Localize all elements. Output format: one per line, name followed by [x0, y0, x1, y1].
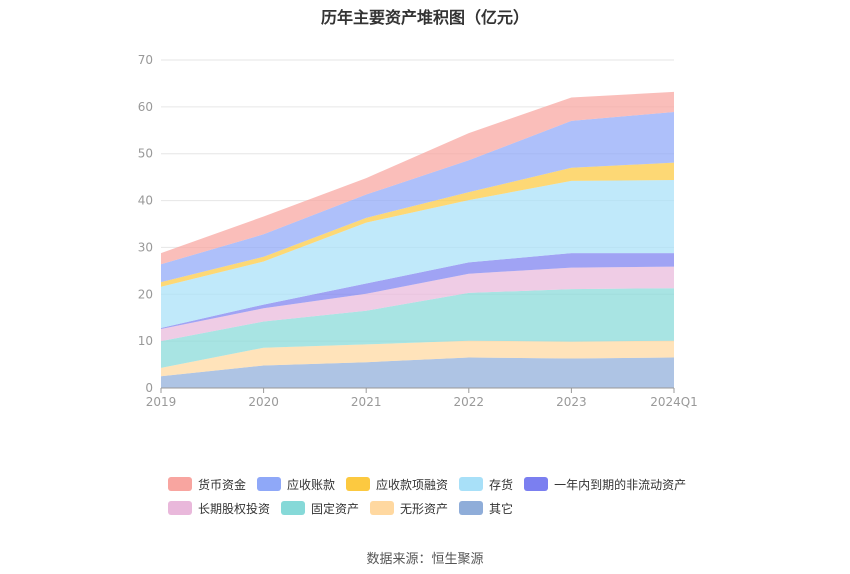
stacked-area-chart: 0 10 20 30 40 50 60 70 2019 2020 2021 2022 2023 2024Q… [138, 53, 698, 409]
area-series-3 [161, 266, 674, 342]
x-tick-label: 2020 [248, 395, 279, 409]
legend-swatch [459, 477, 484, 491]
legend-swatch [281, 501, 306, 515]
area-series [161, 91, 674, 388]
legend-label: 货币资金 [198, 477, 247, 492]
x-tick-label: 2023 [556, 395, 587, 409]
area-series-8 [161, 91, 674, 265]
y-tick-label: 50 [138, 147, 153, 161]
y-tick-label: 20 [138, 287, 153, 301]
y-tick-label: 0 [145, 381, 153, 395]
legend-item[interactable]: 固定资产 [281, 500, 359, 517]
area-series-1 [161, 340, 674, 377]
legend-label: 其它 [489, 501, 514, 516]
axes: 0 10 20 30 40 50 60 70 2019 2020 2021 2022 2023 2024Q… [138, 53, 698, 409]
legend-item[interactable]: 货币资金 [168, 476, 246, 493]
x-tick-label: 2022 [454, 395, 485, 409]
y-tick-label: 70 [138, 53, 153, 67]
legend-label: 应收款项融资 [376, 477, 449, 492]
legend-label: 固定资产 [311, 501, 360, 516]
area-series-0 [161, 357, 674, 388]
y-tick-label: 40 [138, 194, 153, 208]
y-tick-label: 30 [138, 240, 153, 254]
x-tick-label: 2021 [351, 395, 382, 409]
legend-swatch [168, 501, 192, 515]
legend-row: 长期股权投资 固定资产 无形资产 其它 [168, 496, 728, 520]
legend: 货币资金 应收账款 应收款项融资 存货 一年内到期的非流动资产 长期股权投资 固定资产 无形… [168, 472, 728, 520]
x-tick-label: 2024Q1 [650, 395, 698, 409]
legend-item[interactable]: 无形资产 [370, 500, 448, 517]
legend-swatch [257, 477, 282, 491]
legend-swatch [370, 501, 395, 515]
y-tick-label: 10 [138, 334, 153, 348]
y-tick-label: 60 [138, 100, 153, 114]
legend-label: 应收账款 [287, 477, 336, 492]
legend-item[interactable]: 长期股权投资 [168, 500, 270, 517]
legend-label: 存货 [489, 477, 514, 492]
legend-item[interactable]: 一年内到期的非流动资产 [524, 476, 686, 493]
legend-swatch [459, 501, 484, 515]
legend-swatch [346, 477, 371, 491]
area-series-4 [161, 253, 674, 329]
legend-item[interactable]: 其它 [459, 500, 513, 517]
data-source-note: 数据来源：恒生聚源 [366, 552, 484, 567]
area-series-5 [161, 180, 674, 328]
legend-item[interactable]: 应收账款 [257, 476, 335, 493]
legend-item[interactable]: 存货 [459, 476, 513, 493]
legend-label: 无形资产 [400, 501, 449, 516]
legend-label: 一年内到期的非流动资产 [554, 477, 687, 492]
legend-label: 长期股权投资 [198, 501, 271, 516]
legend-swatch [168, 477, 192, 491]
area-series-6 [161, 162, 674, 287]
legend-item[interactable]: 应收款项融资 [346, 476, 448, 493]
legend-row: 货币资金 应收账款 应收款项融资 存货 一年内到期的非流动资产 [168, 472, 728, 496]
legend-swatch [524, 477, 549, 491]
x-tick-label: 2019 [146, 395, 177, 409]
area-series-2 [161, 288, 674, 368]
chart-title: 历年主要资产堆积图（亿元） [320, 8, 529, 27]
area-series-7 [161, 112, 674, 283]
